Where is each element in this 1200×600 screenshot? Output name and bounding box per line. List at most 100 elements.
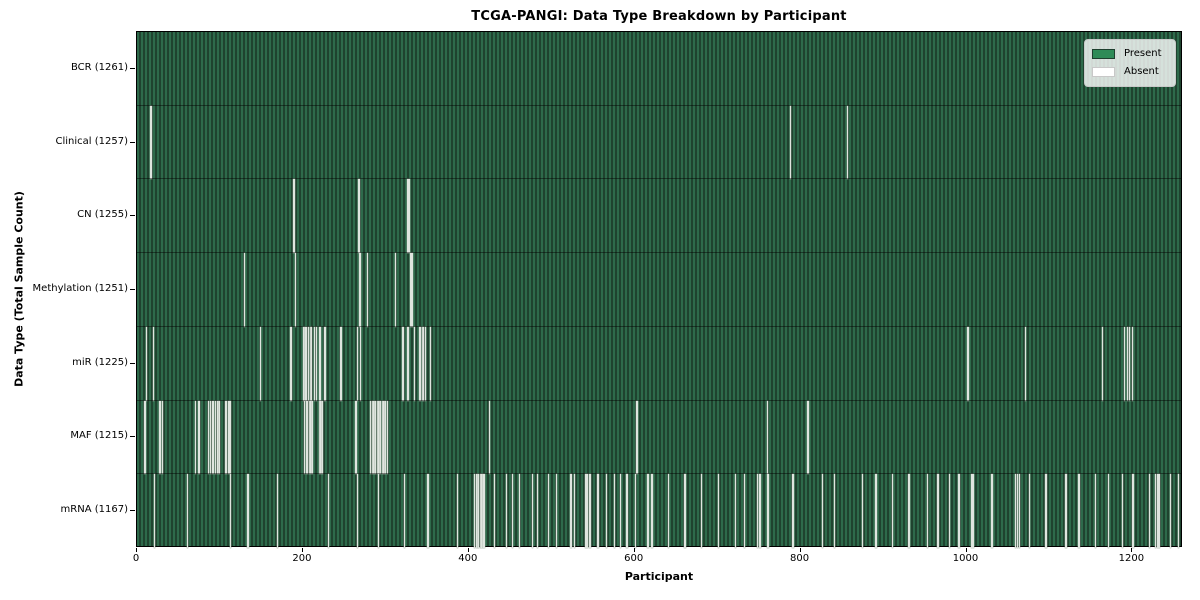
absent-mark [146, 326, 148, 401]
legend-label: Absent [1124, 66, 1159, 77]
plot-area [136, 31, 1182, 548]
absent-mark [735, 474, 737, 548]
legend-label: Present [1124, 48, 1162, 59]
x-tick-mark [965, 548, 967, 552]
absent-mark [320, 400, 322, 475]
absent-swatch-icon [1092, 67, 1115, 77]
absent-mark [479, 474, 481, 548]
absent-mark [1131, 326, 1134, 401]
y-tick-mark [130, 215, 135, 217]
y-axis-tick-labels: BCR (1261) Clinical (1257) CN (1255) Methyl… [0, 0, 128, 600]
y-tick-mark [130, 436, 135, 438]
absent-mark [701, 474, 703, 548]
absent-mark [407, 179, 410, 254]
y-tick-label: miR (1225) [72, 356, 128, 368]
y-axis-label: Data Type (Total Sample Count) [12, 191, 26, 387]
absent-mark [292, 179, 295, 254]
absent-mark [684, 474, 686, 548]
absent-mark [1101, 326, 1103, 401]
absent-mark [767, 474, 769, 548]
absent-mark [310, 400, 312, 475]
chart-title: TCGA-PANGI: Data Type Breakdown by Parti… [471, 9, 847, 24]
absent-mark [651, 474, 653, 548]
absent-mark [312, 400, 314, 475]
absent-mark [386, 400, 388, 475]
absent-mark [547, 474, 549, 548]
x-tick-label: 1200 [1118, 553, 1145, 564]
x-tick-mark [799, 548, 801, 552]
absent-mark [358, 179, 360, 254]
x-axis-label: Participant [624, 570, 694, 583]
x-tick-mark [1131, 548, 1133, 552]
absent-mark [1148, 474, 1151, 548]
present-swatch-icon [1092, 49, 1115, 59]
absent-mark [294, 253, 296, 327]
absent-mark [1024, 326, 1027, 401]
absent-mark [1095, 474, 1097, 548]
absent-mark [481, 474, 483, 548]
legend-entry-absent: Absent [1092, 63, 1167, 81]
absent-mark [219, 400, 221, 475]
absent-mark [1018, 474, 1021, 548]
absent-mark [383, 400, 385, 475]
absent-mark [150, 105, 152, 180]
absent-mark [306, 400, 308, 475]
absent-mark [229, 474, 232, 548]
absent-mark [759, 474, 761, 548]
absent-mark [926, 474, 928, 548]
y-tick-mark [130, 289, 135, 290]
absent-mark [789, 105, 792, 180]
absent-mark [309, 326, 311, 401]
absent-mark [290, 326, 292, 401]
absent-mark [667, 474, 670, 548]
absent-mark [717, 474, 719, 548]
absent-mark [822, 474, 824, 548]
y-tick-label: Methylation (1251) [32, 283, 128, 294]
absent-mark [511, 474, 514, 548]
y-tick-label: Clinical (1257) [55, 135, 129, 147]
absent-mark [308, 400, 310, 475]
absent-mark [766, 400, 768, 475]
absent-mark [228, 400, 231, 475]
absent-mark [212, 400, 214, 475]
absent-mark [371, 400, 374, 475]
absent-mark [394, 253, 397, 327]
absent-mark [1017, 474, 1019, 548]
absent-mark [381, 400, 383, 475]
x-tick-label: 800 [790, 553, 810, 564]
absent-mark [318, 400, 320, 475]
absent-mark [1045, 474, 1047, 548]
absent-mark [1014, 474, 1017, 548]
x-tick-label: 0 [132, 553, 140, 564]
legend: Present Absent [1084, 39, 1176, 87]
absent-mark [908, 474, 910, 548]
absent-mark [195, 400, 197, 475]
absent-mark [1169, 474, 1172, 548]
absent-mark [949, 474, 951, 548]
x-tick-label: 200 [292, 553, 312, 564]
y-tick-label: CN (1255) [77, 209, 128, 221]
x-tick-mark [467, 548, 469, 552]
absent-mark [217, 400, 219, 475]
row-separator [137, 178, 1181, 180]
absent-mark [319, 326, 321, 401]
absent-mark [476, 474, 478, 548]
absent-mark [1126, 326, 1128, 401]
absent-mark [634, 474, 636, 548]
absent-mark [356, 474, 359, 548]
absent-mark [421, 326, 423, 401]
absent-mark [259, 326, 262, 401]
row-separator [137, 104, 1181, 106]
absent-mark [311, 326, 313, 401]
absent-mark [366, 253, 369, 327]
absent-mark [597, 474, 599, 548]
absent-mark [613, 474, 616, 548]
x-tick-mark [301, 548, 303, 552]
absent-mark [377, 474, 379, 548]
absent-mark [144, 400, 146, 475]
absent-mark [153, 474, 155, 548]
absent-mark [327, 474, 330, 548]
row-separator [137, 399, 1181, 401]
absent-mark [891, 474, 894, 548]
absent-mark [991, 474, 993, 548]
